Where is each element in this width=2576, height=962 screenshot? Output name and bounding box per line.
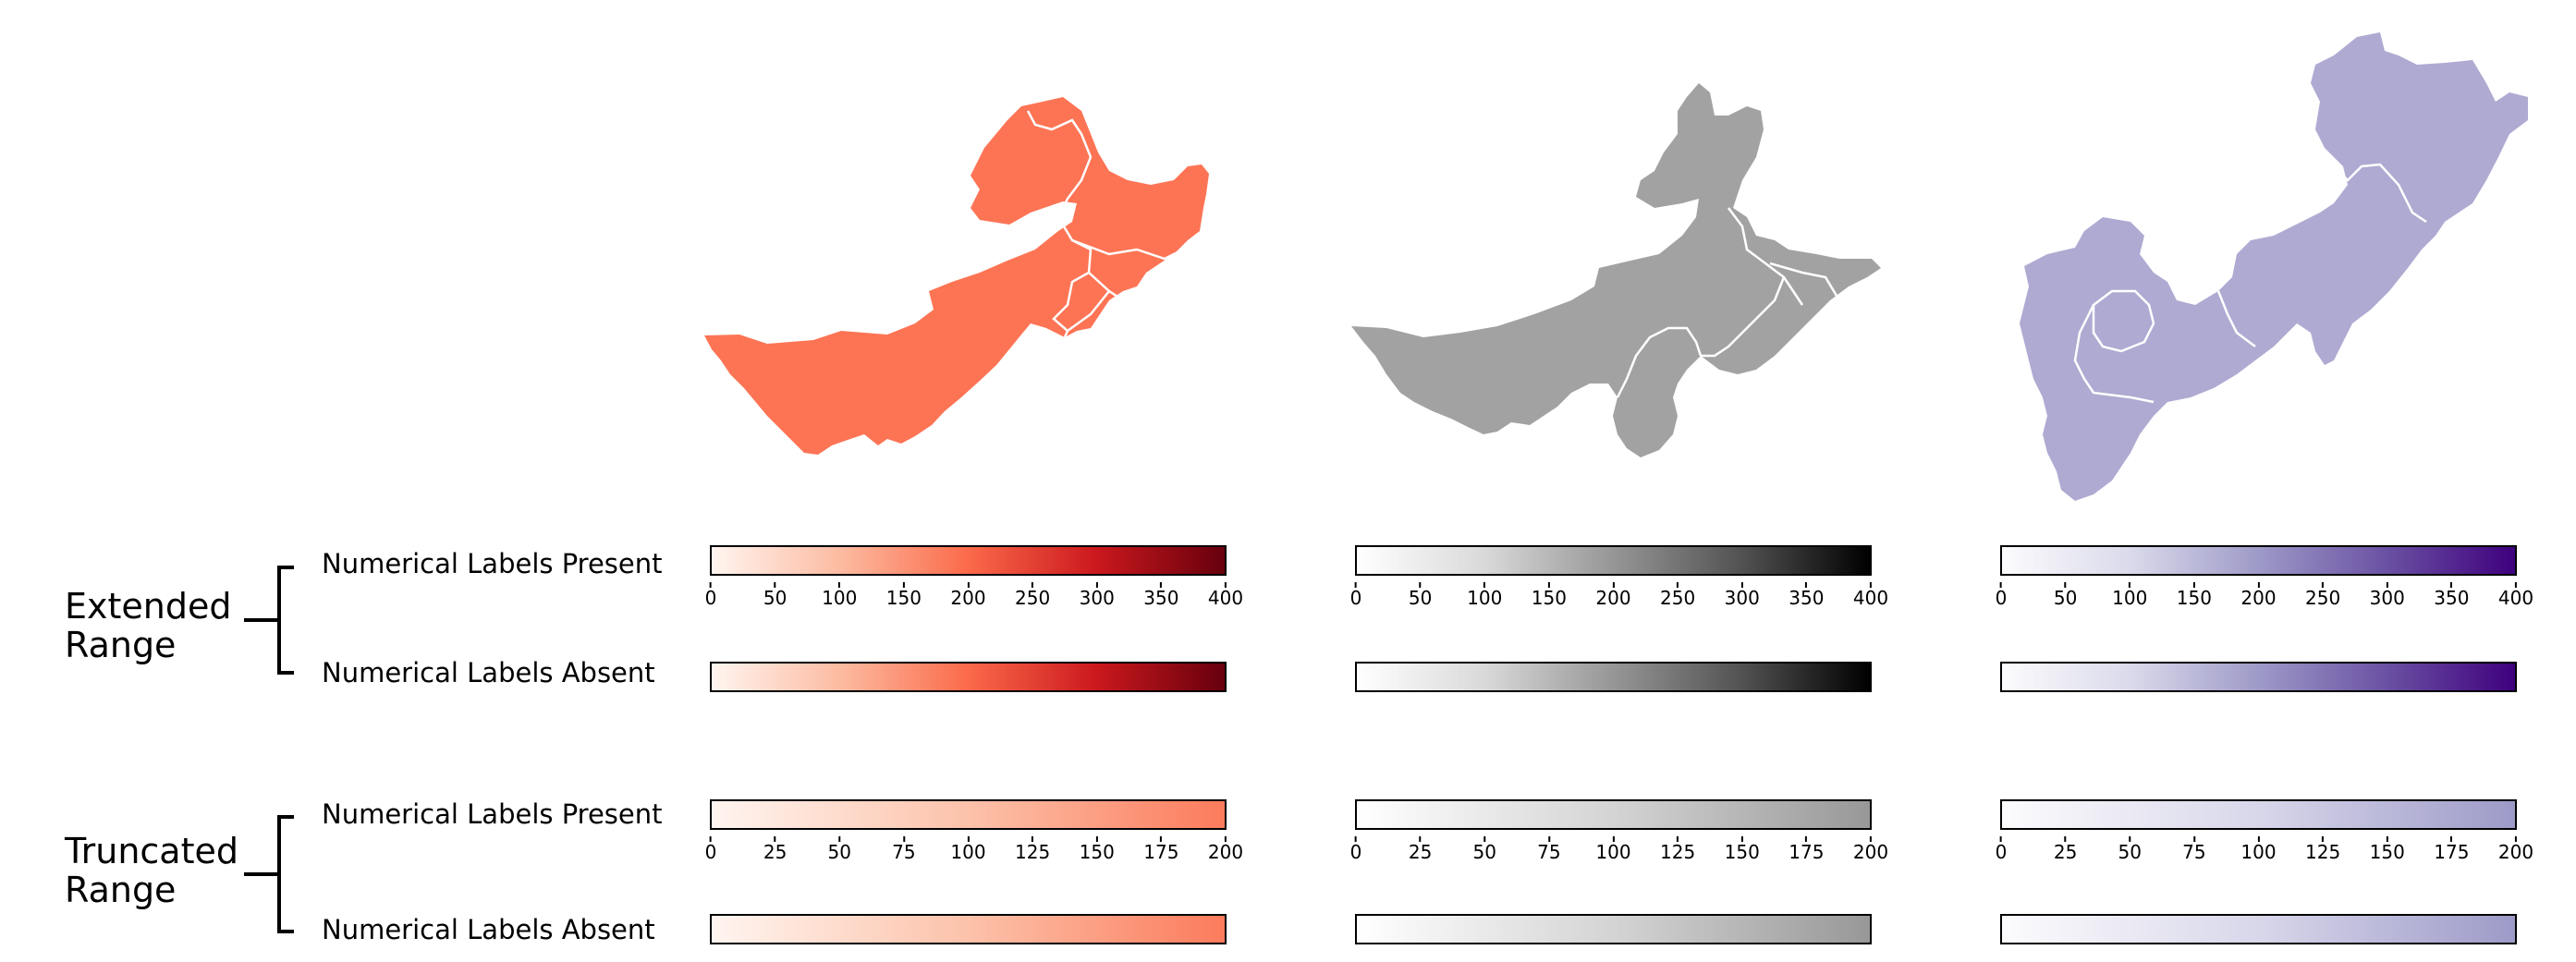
tick-label: 0 xyxy=(1995,587,2008,609)
province-boundary xyxy=(2073,304,2155,404)
tick-label: 200 xyxy=(2240,587,2277,609)
colorbar-reds-extended-absent xyxy=(710,662,1227,692)
colorbar-reds-truncated-absent xyxy=(710,914,1227,944)
map-region-shape xyxy=(2020,32,2528,501)
tick-label: 0 xyxy=(1995,841,2008,863)
tick-label: 125 xyxy=(2305,841,2341,863)
province-boundary xyxy=(1063,290,1110,338)
tick-label: 0 xyxy=(704,841,717,863)
choropleth-map-purples xyxy=(2020,32,2528,501)
tick-label: 75 xyxy=(892,841,916,863)
tick-label: 150 xyxy=(885,587,922,609)
colorbar-purples-truncated-absent xyxy=(2000,914,2517,944)
tick-label: 125 xyxy=(1660,841,1696,863)
province-boundary xyxy=(1701,276,1786,358)
province-boundary xyxy=(1071,238,1184,261)
tick-label: 200 xyxy=(1852,841,1889,863)
row-label-extended-present: Numerical Labels Present xyxy=(322,548,663,579)
province-boundary xyxy=(2314,163,2427,224)
tick-label: 200 xyxy=(950,587,986,609)
tick-label: 200 xyxy=(1207,841,1244,863)
tick-label: 400 xyxy=(1852,587,1889,609)
tick-labels-reds-extended: 0 50 100 150 200 250 300 350 400 xyxy=(705,587,1264,615)
tick-label: 400 xyxy=(1207,587,1244,609)
tick-label: 100 xyxy=(950,841,986,863)
tick-label: 350 xyxy=(1143,587,1179,609)
bracket-truncated-range xyxy=(244,815,294,933)
tick-label: 200 xyxy=(2497,841,2534,863)
tick-label: 150 xyxy=(2176,587,2212,609)
tick-label: 125 xyxy=(1015,841,1051,863)
tick-labels-purples-extended: 0 50 100 150 200 250 300 350 400 xyxy=(1996,587,2555,615)
colorbar-purples-extended-present xyxy=(2000,545,2517,576)
tick-labels-greys-truncated: 0 25 50 75 100 125 150 175 200 xyxy=(1350,841,1910,870)
tick-labels-greys-extended: 0 50 100 150 200 250 300 350 400 xyxy=(1350,587,1910,615)
tick-labels-reds-truncated: 0 25 50 75 100 125 150 175 200 xyxy=(705,841,1264,870)
tick-label: 75 xyxy=(1537,841,1561,863)
tick-label: 50 xyxy=(827,841,851,863)
tick-label: 350 xyxy=(2434,587,2470,609)
province-boundary xyxy=(1026,110,1093,332)
tick-label: 300 xyxy=(1724,587,1760,609)
province-boundary xyxy=(2092,289,2155,353)
colorbar-greys-truncated-absent xyxy=(1355,914,1872,944)
tick-label: 150 xyxy=(2369,841,2405,863)
tick-label: 300 xyxy=(2369,587,2405,609)
colorbar-reds-extended-present xyxy=(710,545,1227,576)
colorbar-greys-extended-absent xyxy=(1355,662,1872,692)
tick-label: 175 xyxy=(2434,841,2470,863)
province-boundary xyxy=(1769,262,1846,357)
tick-label: 250 xyxy=(1660,587,1696,609)
tick-label: 100 xyxy=(2112,587,2148,609)
tick-label: 50 xyxy=(1472,841,1496,863)
bracket-extended-range xyxy=(244,566,294,675)
tick-label: 175 xyxy=(1789,841,1825,863)
colorbar-reds-truncated-present xyxy=(710,799,1227,830)
tick-label: 300 xyxy=(1079,587,1115,609)
province-boundary xyxy=(1616,326,1703,398)
tick-label: 75 xyxy=(2182,841,2206,863)
tick-label: 150 xyxy=(1531,587,1567,609)
province-boundary xyxy=(2216,290,2256,347)
group-title-truncated-range: Truncated Range xyxy=(65,831,238,910)
colorbar-purples-truncated-present xyxy=(2000,799,2517,830)
tick-label: 100 xyxy=(1467,587,1503,609)
tick-label: 150 xyxy=(1724,841,1760,863)
row-label-truncated-present: Numerical Labels Present xyxy=(322,798,663,830)
tick-label: 150 xyxy=(1079,841,1115,863)
tick-label: 0 xyxy=(1349,841,1362,863)
choropleth-map-reds xyxy=(704,97,1209,455)
tick-label: 350 xyxy=(1789,587,1825,609)
tick-label: 0 xyxy=(1349,587,1362,609)
province-boundary xyxy=(1088,272,1148,384)
tick-label: 50 xyxy=(2053,587,2078,609)
colorbar-greys-extended-present xyxy=(1355,545,1872,576)
tick-label: 50 xyxy=(2118,841,2142,863)
tick-label: 250 xyxy=(1015,587,1051,609)
tick-label: 100 xyxy=(2240,841,2277,863)
tick-label: 175 xyxy=(1143,841,1179,863)
map-region-shape xyxy=(704,97,1209,455)
tick-labels-purples-truncated: 0 25 50 75 100 125 150 175 200 xyxy=(1996,841,2555,870)
province-boundary xyxy=(1728,207,1804,306)
map-region-shape xyxy=(1351,83,1881,457)
row-label-extended-absent: Numerical Labels Absent xyxy=(322,657,655,688)
tick-label: 400 xyxy=(2497,587,2534,609)
tick-label: 50 xyxy=(1408,587,1433,609)
row-label-truncated-absent: Numerical Labels Absent xyxy=(322,914,655,945)
colorbar-purples-extended-absent xyxy=(2000,662,2517,692)
tick-label: 100 xyxy=(1595,841,1631,863)
choropleth-map-greys xyxy=(1351,83,1881,457)
tick-label: 250 xyxy=(2305,587,2341,609)
colorbar-greys-truncated-present xyxy=(1355,799,1872,830)
tick-label: 50 xyxy=(763,587,787,609)
tick-label: 25 xyxy=(1408,841,1433,863)
group-title-extended-range: Extended Range xyxy=(65,586,232,665)
tick-label: 25 xyxy=(763,841,787,863)
tick-label: 0 xyxy=(704,587,717,609)
tick-label: 100 xyxy=(822,587,858,609)
tick-label: 200 xyxy=(1595,587,1631,609)
tick-label: 25 xyxy=(2053,841,2078,863)
